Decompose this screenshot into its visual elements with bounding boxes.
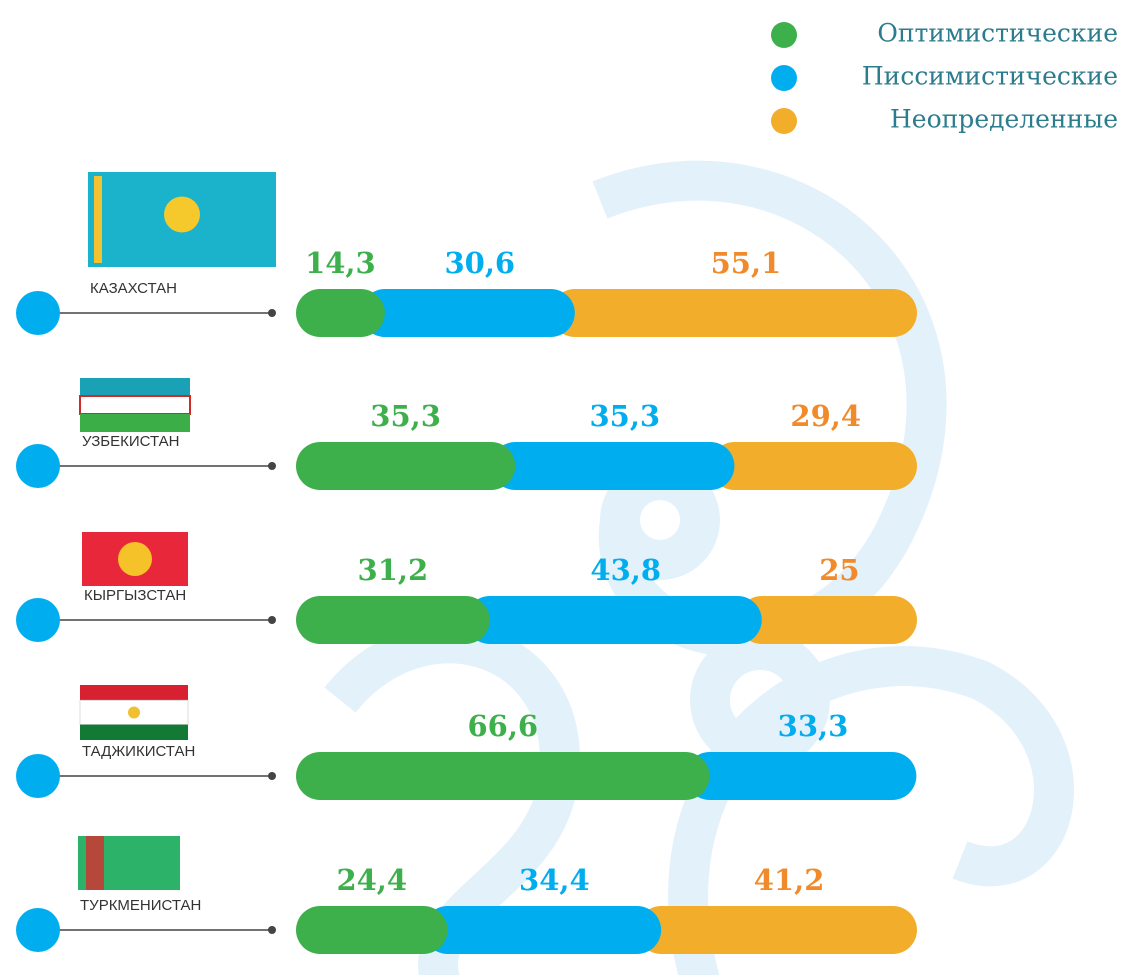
legend-swatch (771, 108, 797, 134)
connector-dot (268, 309, 276, 317)
flag-stripe (80, 724, 188, 740)
flag (88, 172, 276, 267)
flag-stripe (80, 414, 190, 432)
value-label: 35,3 (370, 399, 441, 433)
bar-segment (737, 596, 917, 644)
country-label: КАЗАХСТАН (90, 280, 177, 297)
flag-stripe (79, 395, 191, 415)
bar-segment (296, 442, 516, 490)
bar-segment (710, 442, 917, 490)
bar-segment (360, 289, 575, 337)
bar-segment (296, 906, 448, 954)
legend-label: Оптимистические (877, 19, 1118, 48)
flag-sun (164, 196, 200, 233)
flag (82, 532, 188, 586)
value-label: 43,8 (590, 553, 661, 587)
bar-segment (296, 596, 490, 644)
bar-segment (296, 289, 385, 337)
legend-label: Неопределенные (890, 105, 1118, 134)
value-label: 33,3 (778, 709, 849, 743)
value-label: 25 (819, 553, 859, 587)
value-label: 29,4 (790, 399, 861, 433)
flag-stripe (80, 378, 190, 396)
flag-crown (128, 706, 140, 719)
flag (78, 836, 180, 890)
connector-dot (268, 462, 276, 470)
value-label: 14,3 (305, 246, 376, 280)
value-label: 41,2 (754, 863, 825, 897)
connector-dot (268, 616, 276, 624)
value-label: 66,6 (467, 709, 538, 743)
country-label: УЗБЕКИСТАН (82, 433, 179, 450)
value-label: 30,6 (444, 246, 515, 280)
connector-dot (268, 926, 276, 934)
flag-ornament (94, 176, 102, 263)
bar-segment (550, 289, 917, 337)
value-label: 35,3 (589, 399, 660, 433)
value-label: 34,4 (519, 863, 590, 897)
marker-circle (16, 444, 60, 488)
connector-dot (268, 772, 276, 780)
value-label: 55,1 (711, 246, 782, 280)
value-label: 31,2 (358, 553, 429, 587)
flag (79, 378, 191, 432)
country-label: ТУРКМЕНИСТАН (80, 897, 201, 914)
bar-segment (423, 906, 662, 954)
country-label: КЫРГЫЗСТАН (84, 587, 186, 604)
legend-swatch (771, 65, 797, 91)
flag-sun (118, 542, 152, 576)
legend-label: Писсимистические (862, 62, 1118, 91)
flag-stripe (80, 685, 188, 701)
marker-circle (16, 908, 60, 952)
flag-carpet (86, 836, 104, 890)
value-label: 24,4 (336, 863, 407, 897)
bar-segment (685, 752, 917, 800)
marker-circle (16, 598, 60, 642)
flag (79, 685, 189, 740)
legend-swatch (771, 22, 797, 48)
country-label: ТАДЖИКИСТАН (82, 743, 195, 760)
marker-circle (16, 291, 60, 335)
bar-segment (296, 752, 710, 800)
bar-segment (637, 906, 917, 954)
marker-circle (16, 754, 60, 798)
bar-segment (465, 596, 762, 644)
bar-segment (491, 442, 735, 490)
